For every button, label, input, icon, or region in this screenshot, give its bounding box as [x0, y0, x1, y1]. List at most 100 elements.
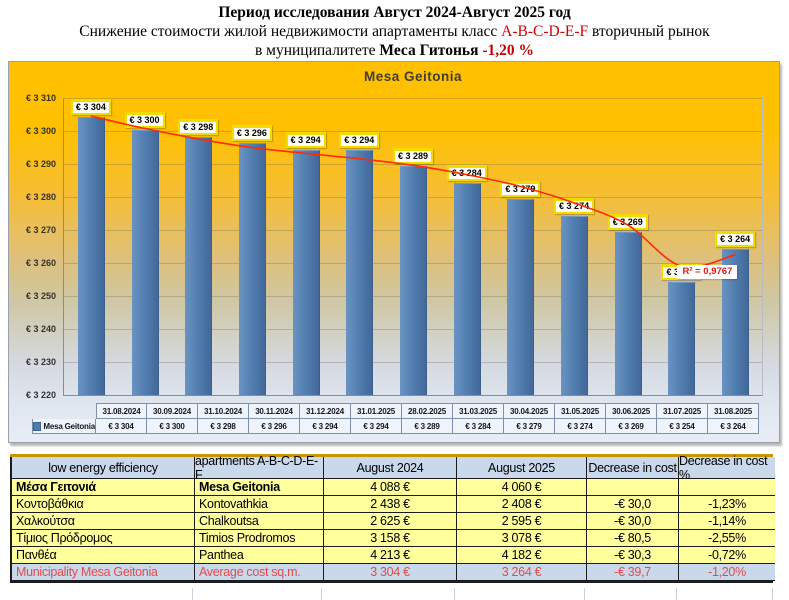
- apartment-class-label: A-B-C-D-E-F: [501, 23, 589, 40]
- date-cell: 31.05.2025: [555, 403, 606, 419]
- table-header-cell: August 2024: [324, 457, 457, 479]
- price-bar: [614, 232, 642, 395]
- bar-value-label: € 3 264: [715, 230, 756, 247]
- table-cell: -2,55%: [679, 530, 775, 547]
- bar-value-label: € 3 294: [285, 131, 326, 148]
- report-title-block: Период исследования Август 2024-Август 2…: [0, 3, 789, 60]
- gridline: [64, 131, 762, 132]
- table-cell: Timios Prodromos: [195, 530, 324, 547]
- table-cell: -€ 30,0: [587, 513, 679, 530]
- table-cell: 2 438 €: [324, 496, 457, 513]
- table-cell: -€ 30,3: [587, 547, 679, 564]
- value-cell: € 3 294: [351, 419, 402, 434]
- table-cell: -€ 30,0: [587, 496, 679, 513]
- value-cell: € 3 269: [606, 419, 657, 434]
- table-cell: Κοντοβάθκια: [12, 496, 195, 513]
- bar-value-label: € 3 279: [500, 181, 541, 198]
- table-cell: 2 408 €: [457, 496, 587, 513]
- value-cell: € 3 304: [96, 419, 147, 434]
- y-axis-tick-label: € 3 280: [25, 192, 56, 202]
- date-cell: 31.08.2024: [96, 403, 147, 419]
- y-axis-tick-label: € 3 260: [25, 258, 56, 268]
- bar-value-label: € 3 274: [554, 197, 595, 214]
- empty-cell: [322, 588, 455, 600]
- table-header-cell: low energy efficiency: [12, 457, 195, 479]
- table-header-cell: Decrease in cost %: [679, 454, 775, 482]
- date-cell: 31.01.2025: [351, 403, 402, 419]
- table-cell: -1,14%: [679, 513, 775, 530]
- table-cell: -1,20%: [679, 564, 775, 581]
- report-title-line1: Период исследования Август 2024-Август 2…: [218, 4, 571, 21]
- value-cell: € 3 300: [147, 419, 198, 434]
- table-cell: Μέσα Γειτονιά: [12, 479, 195, 496]
- bar-value-label: € 3 300: [124, 112, 165, 128]
- table-cell: -€ 80,5: [587, 530, 679, 547]
- date-cell: 28.02.2025: [402, 403, 453, 419]
- title-line3-prefix: в муниципалитете: [254, 42, 380, 59]
- date-cell: 31.12.2024: [300, 403, 351, 419]
- price-bar: [453, 182, 481, 395]
- district-comparison-table: low energy efficiency apartments A-B-C-D-…: [10, 454, 775, 583]
- y-axis-tick-label: € 3 300: [25, 126, 56, 136]
- price-bar: [561, 215, 589, 395]
- table-cell: 3 304 €: [324, 564, 457, 581]
- price-bar: [346, 149, 374, 395]
- price-bar: [292, 149, 320, 395]
- price-chart: Mesa Geitonia € 3 310 € 3 300 € 3 290 € 3 2…: [8, 61, 780, 443]
- table-cell: Kontovathkia: [195, 496, 324, 513]
- value-cell: € 3 296: [249, 419, 300, 434]
- price-bar: [77, 116, 105, 395]
- empty-spreadsheet-row: [10, 588, 773, 600]
- price-bar: [238, 143, 266, 395]
- table-header-cell: August 2025: [457, 457, 587, 479]
- date-cell: 31.08.2025: [708, 403, 759, 419]
- chart-data-table: 31.08.2024 30.09.2024 31.10.2024 30.11.2024…: [32, 403, 759, 434]
- y-axis-tick-label: € 3 310: [25, 93, 56, 103]
- table-cell: 2 595 €: [457, 513, 587, 530]
- title-line2-prefix: Снижение стоимости жилой недвижимости ап…: [79, 23, 502, 40]
- table-cell: Χαλκούτσα: [12, 513, 195, 530]
- empty-cell: [677, 588, 773, 600]
- table-cell: -€ 39,7: [587, 564, 679, 581]
- date-cell: 30.11.2024: [249, 403, 300, 419]
- chart-table-corner: [32, 403, 96, 417]
- table-cell: 4 088 €: [324, 479, 457, 496]
- price-bar: [400, 166, 427, 395]
- empty-cell: [585, 588, 677, 600]
- title-line2-suffix: вторичный рынок: [588, 23, 710, 40]
- table-cell: [679, 479, 775, 496]
- date-cell: 31.10.2024: [198, 403, 249, 419]
- y-axis-tick-label: € 3 290: [25, 159, 56, 169]
- bar-value-label: € 3 289: [392, 148, 434, 165]
- table-cell: -0,72%: [679, 547, 775, 564]
- value-cell: € 3 264: [708, 419, 759, 434]
- empty-cell: [193, 588, 322, 600]
- value-cell: € 3 298: [198, 419, 249, 434]
- table-cell: Municipality Mesa Geitonia: [12, 564, 195, 581]
- legend-cell: Mesa Geitonia: [32, 419, 96, 434]
- y-axis-tick-label: € 3 230: [25, 357, 56, 367]
- table-cell: 2 625 €: [324, 513, 457, 530]
- table-cell: 3 264 €: [457, 564, 587, 581]
- chart-title: Mesa Geitonia: [363, 69, 463, 84]
- date-cell: 30.04.2025: [504, 403, 555, 419]
- price-bar: [668, 281, 696, 395]
- value-cell: € 3 279: [504, 419, 555, 434]
- y-axis-tick-label: € 3 240: [25, 324, 56, 334]
- value-cell: € 3 284: [453, 419, 504, 434]
- report-title-line2: Снижение стоимости жилой недвижимости ап…: [0, 22, 789, 41]
- municipality-name: Меса Гитонья: [379, 42, 483, 59]
- empty-cell: [10, 588, 193, 600]
- y-axis-tick-label: € 3 220: [25, 390, 56, 400]
- table-header-cell: Decrease in cost: [587, 457, 679, 479]
- date-cell: 31.03.2025: [453, 403, 504, 419]
- date-cell: 30.06.2025: [606, 403, 657, 419]
- value-cell: € 3 289: [402, 419, 453, 434]
- table-cell: Τίμιος Πρόδρομος: [12, 530, 195, 547]
- bar-value-label: € 3 294: [339, 131, 380, 148]
- empty-cell: [455, 588, 585, 600]
- plot-area: € 3 304 € 3 300 € 3 298 € 3 296 € 3 294 € 3 2…: [63, 98, 763, 396]
- value-cell: € 3 274: [555, 419, 606, 434]
- legend-swatch: [33, 421, 42, 431]
